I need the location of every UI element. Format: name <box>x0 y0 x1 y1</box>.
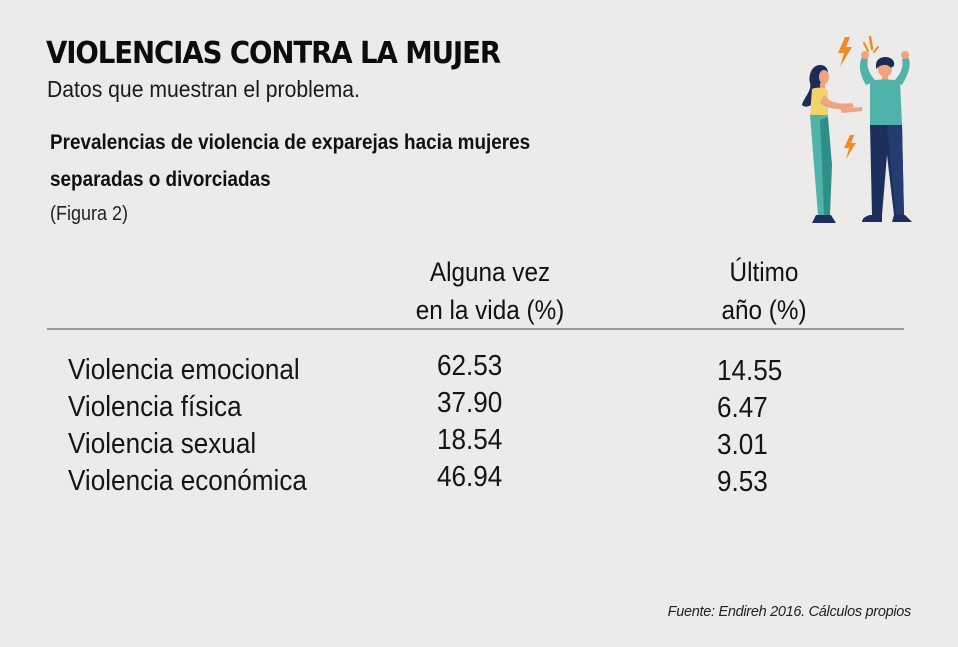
table-row: Violencia sexual 18.54 3.01 <box>68 424 928 461</box>
column-header-line: Último <box>729 257 799 287</box>
header-divider <box>47 328 904 330</box>
couple-arguing-illustration <box>802 35 912 223</box>
man-figure <box>859 51 912 222</box>
figure-title: Prevalencias de violencia de exparejas h… <box>50 124 608 198</box>
anger-mark-icon <box>863 42 869 52</box>
figure-title-line-2: separadas o divorciadas <box>50 168 271 191</box>
table-row: Violencia física 37.90 6.47 <box>68 387 928 424</box>
woman-figure <box>802 65 862 223</box>
row-label: Violencia económica <box>68 465 307 497</box>
row-label: Violencia sexual <box>68 428 257 460</box>
cell-ultimo-anio: 3.01 <box>717 429 768 461</box>
cell-ultimo-anio: 9.53 <box>717 466 768 498</box>
column-header-alguna-vez: Alguna vez en la vida (%) <box>391 253 589 329</box>
lightning-bolt-icon <box>844 135 856 159</box>
column-header-ultimo-anio: Último año (%) <box>665 253 863 329</box>
anger-mark-icon <box>868 35 874 51</box>
data-table: Violencia emocional 62.53 14.55 Violenci… <box>68 350 928 498</box>
cell-alguna-vez: 62.53 <box>437 350 503 382</box>
row-label: Violencia emocional <box>68 354 300 386</box>
column-header-line: año (%) <box>721 295 807 325</box>
anger-mark-icon <box>873 46 879 53</box>
source-note: Fuente: Endireh 2016. Cálculos propios <box>667 604 912 620</box>
figure-label: (Figura 2) <box>50 203 129 225</box>
table-row: Violencia económica 46.94 9.53 <box>68 461 928 498</box>
cell-alguna-vez: 37.90 <box>437 387 503 419</box>
column-header-line: en la vida (%) <box>415 295 565 325</box>
page-title: VIOLENCIAS CONTRA LA MUJER <box>46 36 501 71</box>
table-row: Violencia emocional 62.53 14.55 <box>68 350 928 387</box>
row-label: Violencia física <box>68 391 242 423</box>
cell-alguna-vez: 46.94 <box>437 461 503 493</box>
cell-ultimo-anio: 14.55 <box>717 355 783 387</box>
figure-title-line-1: Prevalencias de violencia de exparejas h… <box>50 131 531 154</box>
cell-ultimo-anio: 6.47 <box>717 392 768 424</box>
column-header-line: Alguna vez <box>429 257 551 287</box>
lightning-bolt-icon <box>838 37 852 67</box>
cell-alguna-vez: 18.54 <box>437 424 503 456</box>
page-subtitle: Datos que muestran el problema. <box>47 76 360 102</box>
